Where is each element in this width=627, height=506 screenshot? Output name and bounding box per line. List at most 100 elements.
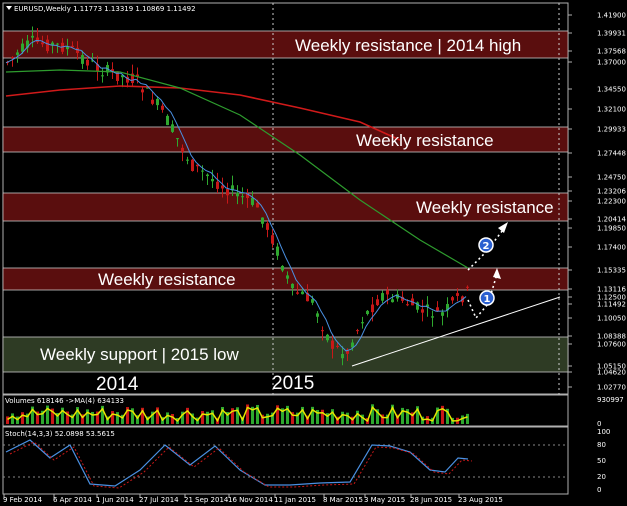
volume-bar (71, 414, 74, 424)
candle-body (361, 322, 364, 324)
volume-bar (136, 415, 139, 424)
candle-body (316, 313, 319, 317)
time-axis[interactable]: 9 Feb 2014 6 Apr 2014 1 Jun 2014 27 Jul 201… (3, 494, 503, 504)
volume-bar (251, 406, 254, 424)
candle-body (251, 197, 254, 205)
price-tick-label: 1.22300 (597, 198, 626, 206)
price-tick-label: 1.19850 (597, 225, 626, 233)
stochastic-panel[interactable]: Stoch(14,3,3) 52.0898 53.5615 (2, 426, 569, 495)
candle-body (291, 283, 294, 289)
volume-bar (411, 412, 414, 424)
volume-bar (386, 414, 389, 424)
price-tick-label: 1.23206 (597, 188, 626, 196)
volume-bar (56, 412, 59, 424)
price-tick-label: 1.02770 (597, 384, 626, 392)
candle-body (311, 299, 314, 303)
volume-bar (61, 407, 64, 424)
volume-bar (186, 407, 189, 424)
time-tick-label: 6 Apr 2014 (53, 496, 92, 504)
volume-bar (321, 409, 324, 424)
zone-resistance-2014-high (2, 30, 569, 59)
candle-body (381, 293, 384, 301)
stochastic-signal-line (9, 441, 473, 489)
volume-bar (296, 412, 299, 424)
price-tick-label: 1.12500 (597, 294, 626, 302)
dropdown-triangle-icon[interactable] (6, 6, 12, 10)
volume-bar (441, 405, 444, 424)
candle-body (116, 71, 119, 81)
candle-body (341, 354, 344, 359)
candle-body (321, 330, 324, 332)
volume-bar (151, 411, 154, 424)
volume-panel[interactable]: Volumes 618146 ->MA(4) 634133 (2, 394, 569, 427)
price-tick-label: 1.32100 (597, 106, 626, 114)
volume-bar (301, 406, 304, 424)
year-label-2015: 2015 (272, 373, 314, 394)
price-tick-label: 1.04620 (597, 369, 626, 377)
candle-body (76, 47, 79, 54)
zone-resistance-middle (2, 192, 569, 222)
candle-body (166, 115, 169, 126)
candle-body (181, 147, 184, 152)
candle-body (201, 170, 204, 172)
candle-body (111, 69, 114, 72)
volume-bar (391, 404, 394, 424)
candle-body (231, 185, 234, 191)
candle-body (416, 302, 419, 310)
volume-bar (206, 411, 209, 424)
candle-body (451, 297, 454, 301)
price-panel[interactable]: 1 2 Weekly resistance | 2014 high Weekly… (2, 2, 569, 494)
zone-resistance-upper (2, 126, 569, 153)
candle-body (336, 345, 339, 347)
support-trendline[interactable] (351, 296, 561, 367)
candle-body (51, 42, 54, 46)
volume-bar (66, 411, 69, 424)
candle-body (371, 304, 374, 313)
candle-body (211, 178, 214, 182)
volume-bar (26, 413, 29, 424)
marker-2[interactable]: 2 (478, 237, 494, 253)
volume-bar (381, 414, 384, 424)
zone-support-2015-low (2, 336, 569, 373)
price-tick-label: 1.05150 (597, 363, 626, 371)
candle-body (126, 76, 129, 83)
zone-label-2014-high: Weekly resistance | 2014 high (295, 36, 521, 55)
volume-header: Volumes 618146 ->MA(4) 634133 (5, 397, 124, 405)
candle-body (31, 35, 34, 38)
candle-body (21, 43, 24, 52)
price-tick-label: 1.08388 (597, 333, 626, 341)
volume-bar (191, 413, 194, 424)
candle-body (386, 290, 389, 295)
volume-bar (231, 408, 234, 424)
volume-bar (461, 415, 464, 424)
time-tick-label: 21 Sep 2014 (184, 496, 229, 504)
volume-bar (436, 407, 439, 424)
volume-bar (226, 411, 229, 424)
volume-bar (21, 412, 24, 424)
price-tick-label: 1.39931 (597, 30, 626, 38)
price-tick-label: 1.37000 (597, 59, 626, 67)
stochastic-panel-frame (2, 426, 569, 495)
price-tick-label: 1.41900 (597, 12, 626, 20)
volume-bar (396, 414, 399, 424)
candle-body (26, 40, 29, 48)
candle-body (16, 52, 19, 55)
marker-1[interactable]: 1 (479, 290, 495, 306)
candle-body (136, 74, 139, 77)
candle-body (46, 39, 49, 52)
price-axis[interactable]: 1.41900 1.39931 1.37568 1.37000 1.34550 1.321… (568, 12, 626, 392)
candle-body (186, 159, 189, 161)
candle-body (426, 304, 429, 307)
price-tick-label: 1.24750 (597, 174, 626, 182)
candle-body (456, 293, 459, 296)
candle-body (261, 217, 264, 224)
volume-bar (166, 412, 169, 424)
candle-body (191, 159, 194, 172)
price-tick-label: 1.17400 (597, 244, 626, 252)
time-tick-label: 11 Jan 2015 (274, 496, 316, 504)
candle-body (281, 265, 284, 271)
candle-body (256, 202, 259, 208)
zone-label-support-2015-low: Weekly support | 2015 low (40, 345, 239, 364)
volume-bar (311, 406, 314, 424)
